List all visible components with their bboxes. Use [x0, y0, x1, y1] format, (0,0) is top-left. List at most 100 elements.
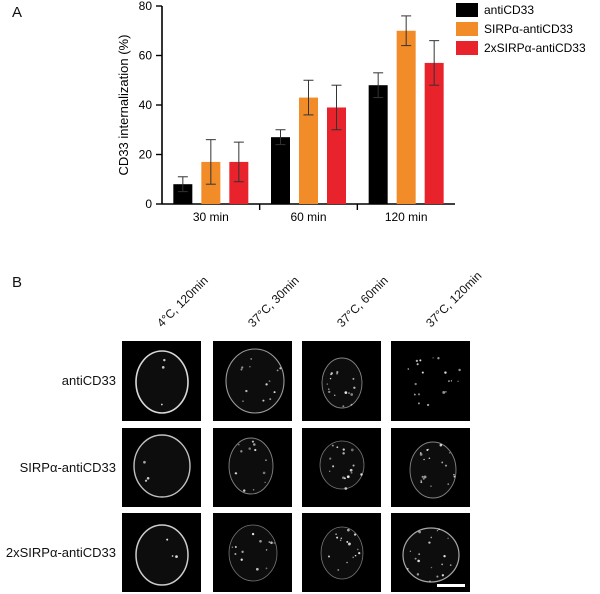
fluorescent-speckle — [160, 403, 163, 406]
cell-fluorescence — [228, 524, 278, 582]
cell-fluorescence — [402, 527, 460, 583]
bar-antiCD33 — [271, 137, 290, 204]
fluorescent-speckle — [334, 394, 336, 396]
cell-fluorescence — [407, 357, 461, 407]
bar-antiCD33 — [173, 184, 193, 204]
row-label: antiCD33 — [61, 373, 116, 388]
fluorescent-speckle — [326, 383, 328, 385]
fluorescent-speckle — [328, 390, 331, 394]
fluorescent-speckle — [234, 545, 237, 548]
fluorescent-speckle — [347, 542, 351, 546]
fluorescent-speckle — [453, 474, 455, 476]
x-tick-label: 60 min — [290, 210, 326, 224]
fluorescent-speckle — [356, 548, 359, 551]
cell-membrane — [320, 526, 364, 580]
fluorescent-speckle — [453, 475, 456, 478]
bar-SIRPα-antiCD33 — [396, 30, 416, 204]
fluorescent-speckle — [336, 446, 339, 449]
fluorescent-speckle — [444, 371, 447, 374]
micrograph-image — [302, 513, 381, 592]
fluorescent-speckle — [242, 400, 244, 402]
fluorescent-speckle — [353, 533, 357, 536]
fluorescent-speckle — [352, 377, 355, 380]
fluorescent-speckle — [346, 540, 349, 543]
fluorescent-speckle — [414, 557, 417, 560]
fluorescent-speckle — [354, 554, 357, 557]
fluorescent-speckle — [346, 561, 348, 564]
fluorescent-speckle — [262, 399, 265, 402]
fluorescent-speckle — [249, 365, 251, 368]
fluorescent-speckle — [252, 488, 255, 491]
cell-membrane — [402, 527, 460, 583]
fluorescent-speckle — [265, 549, 268, 551]
fluorescent-speckle — [328, 388, 330, 390]
fluorescent-speckle — [327, 555, 330, 558]
fluorescent-speckle — [265, 383, 268, 386]
cell-fluorescence — [133, 434, 191, 498]
fluorescent-speckle — [346, 475, 350, 479]
cell-membrane — [228, 524, 278, 582]
fluorescent-speckle — [438, 528, 440, 531]
micrograph-image — [302, 341, 381, 421]
fluorescent-speckle — [349, 468, 353, 472]
fluorescent-speckle — [428, 457, 431, 459]
fluorescent-speckle — [175, 555, 178, 558]
fluorescent-speckle — [273, 391, 276, 394]
fluorescent-speckle — [420, 481, 423, 483]
fluorescent-speckle — [444, 390, 447, 393]
fluorescent-speckle — [340, 537, 343, 539]
fluorescent-speckle — [330, 372, 333, 375]
fluorescent-speckle — [407, 368, 410, 370]
fluorescent-speckle — [449, 564, 452, 566]
fluorescent-speckle — [417, 393, 421, 396]
fluorescent-speckle — [422, 477, 425, 480]
bar-SIRPα-antiCD33 — [299, 97, 318, 204]
fluorescent-speckle — [430, 536, 433, 539]
fluorescent-speckle — [329, 377, 332, 380]
fluorescent-speckle — [342, 476, 345, 480]
fluorescent-speckle — [426, 449, 429, 452]
y-tick-label: 80 — [139, 0, 153, 13]
fluorescent-speckle — [441, 461, 444, 464]
fluorescent-speckle — [342, 452, 345, 455]
fluorescent-speckle — [457, 380, 459, 382]
x-tick-label: 30 min — [193, 210, 229, 224]
fluorescent-speckle — [240, 450, 243, 453]
fluorescent-speckle — [441, 563, 443, 566]
fluorescent-speckle — [161, 365, 165, 369]
scale-bar — [437, 584, 465, 587]
fluorescent-speckle — [235, 472, 238, 475]
fluorescent-speckle — [273, 542, 275, 544]
fluorescent-speckle — [430, 566, 433, 569]
fluorescent-speckle — [344, 487, 348, 490]
cell-membrane — [135, 350, 189, 414]
chart-bars — [173, 15, 444, 204]
fluorescent-speckle — [436, 529, 439, 532]
y-tick-label: 40 — [139, 98, 153, 112]
fluorescent-speckle — [276, 369, 279, 372]
fluorescent-speckle — [268, 380, 271, 383]
fluorescent-speckle — [409, 550, 412, 552]
y-tick-label: 0 — [145, 197, 152, 211]
fluorescent-speckle — [350, 448, 354, 452]
fluorescent-speckle — [254, 448, 257, 452]
micrograph-image — [122, 428, 201, 507]
fluorescent-speckle — [347, 528, 350, 532]
fluorescent-speckle — [262, 471, 266, 475]
fluorescent-speckle — [436, 575, 439, 578]
row-label: 2xSIRPα-antiCD33 — [5, 544, 116, 560]
legend-entry: SIRPα-antiCD33 — [484, 22, 573, 36]
fluorescent-speckle — [264, 481, 266, 484]
fluorescent-speckle — [415, 359, 419, 363]
fluorescent-speckle — [344, 391, 348, 394]
fluorescent-speckle — [443, 554, 446, 558]
fluorescent-speckle — [335, 533, 337, 536]
panel-a-label: A — [12, 4, 23, 21]
fluorescent-speckle — [163, 358, 166, 362]
fluorescent-speckle — [413, 393, 416, 396]
fluorescent-speckle — [342, 405, 345, 408]
legend-swatch — [456, 41, 478, 55]
fluorescent-speckle — [352, 464, 355, 467]
fluorescent-speckle — [429, 580, 431, 583]
fluorescent-speckle — [336, 372, 339, 375]
